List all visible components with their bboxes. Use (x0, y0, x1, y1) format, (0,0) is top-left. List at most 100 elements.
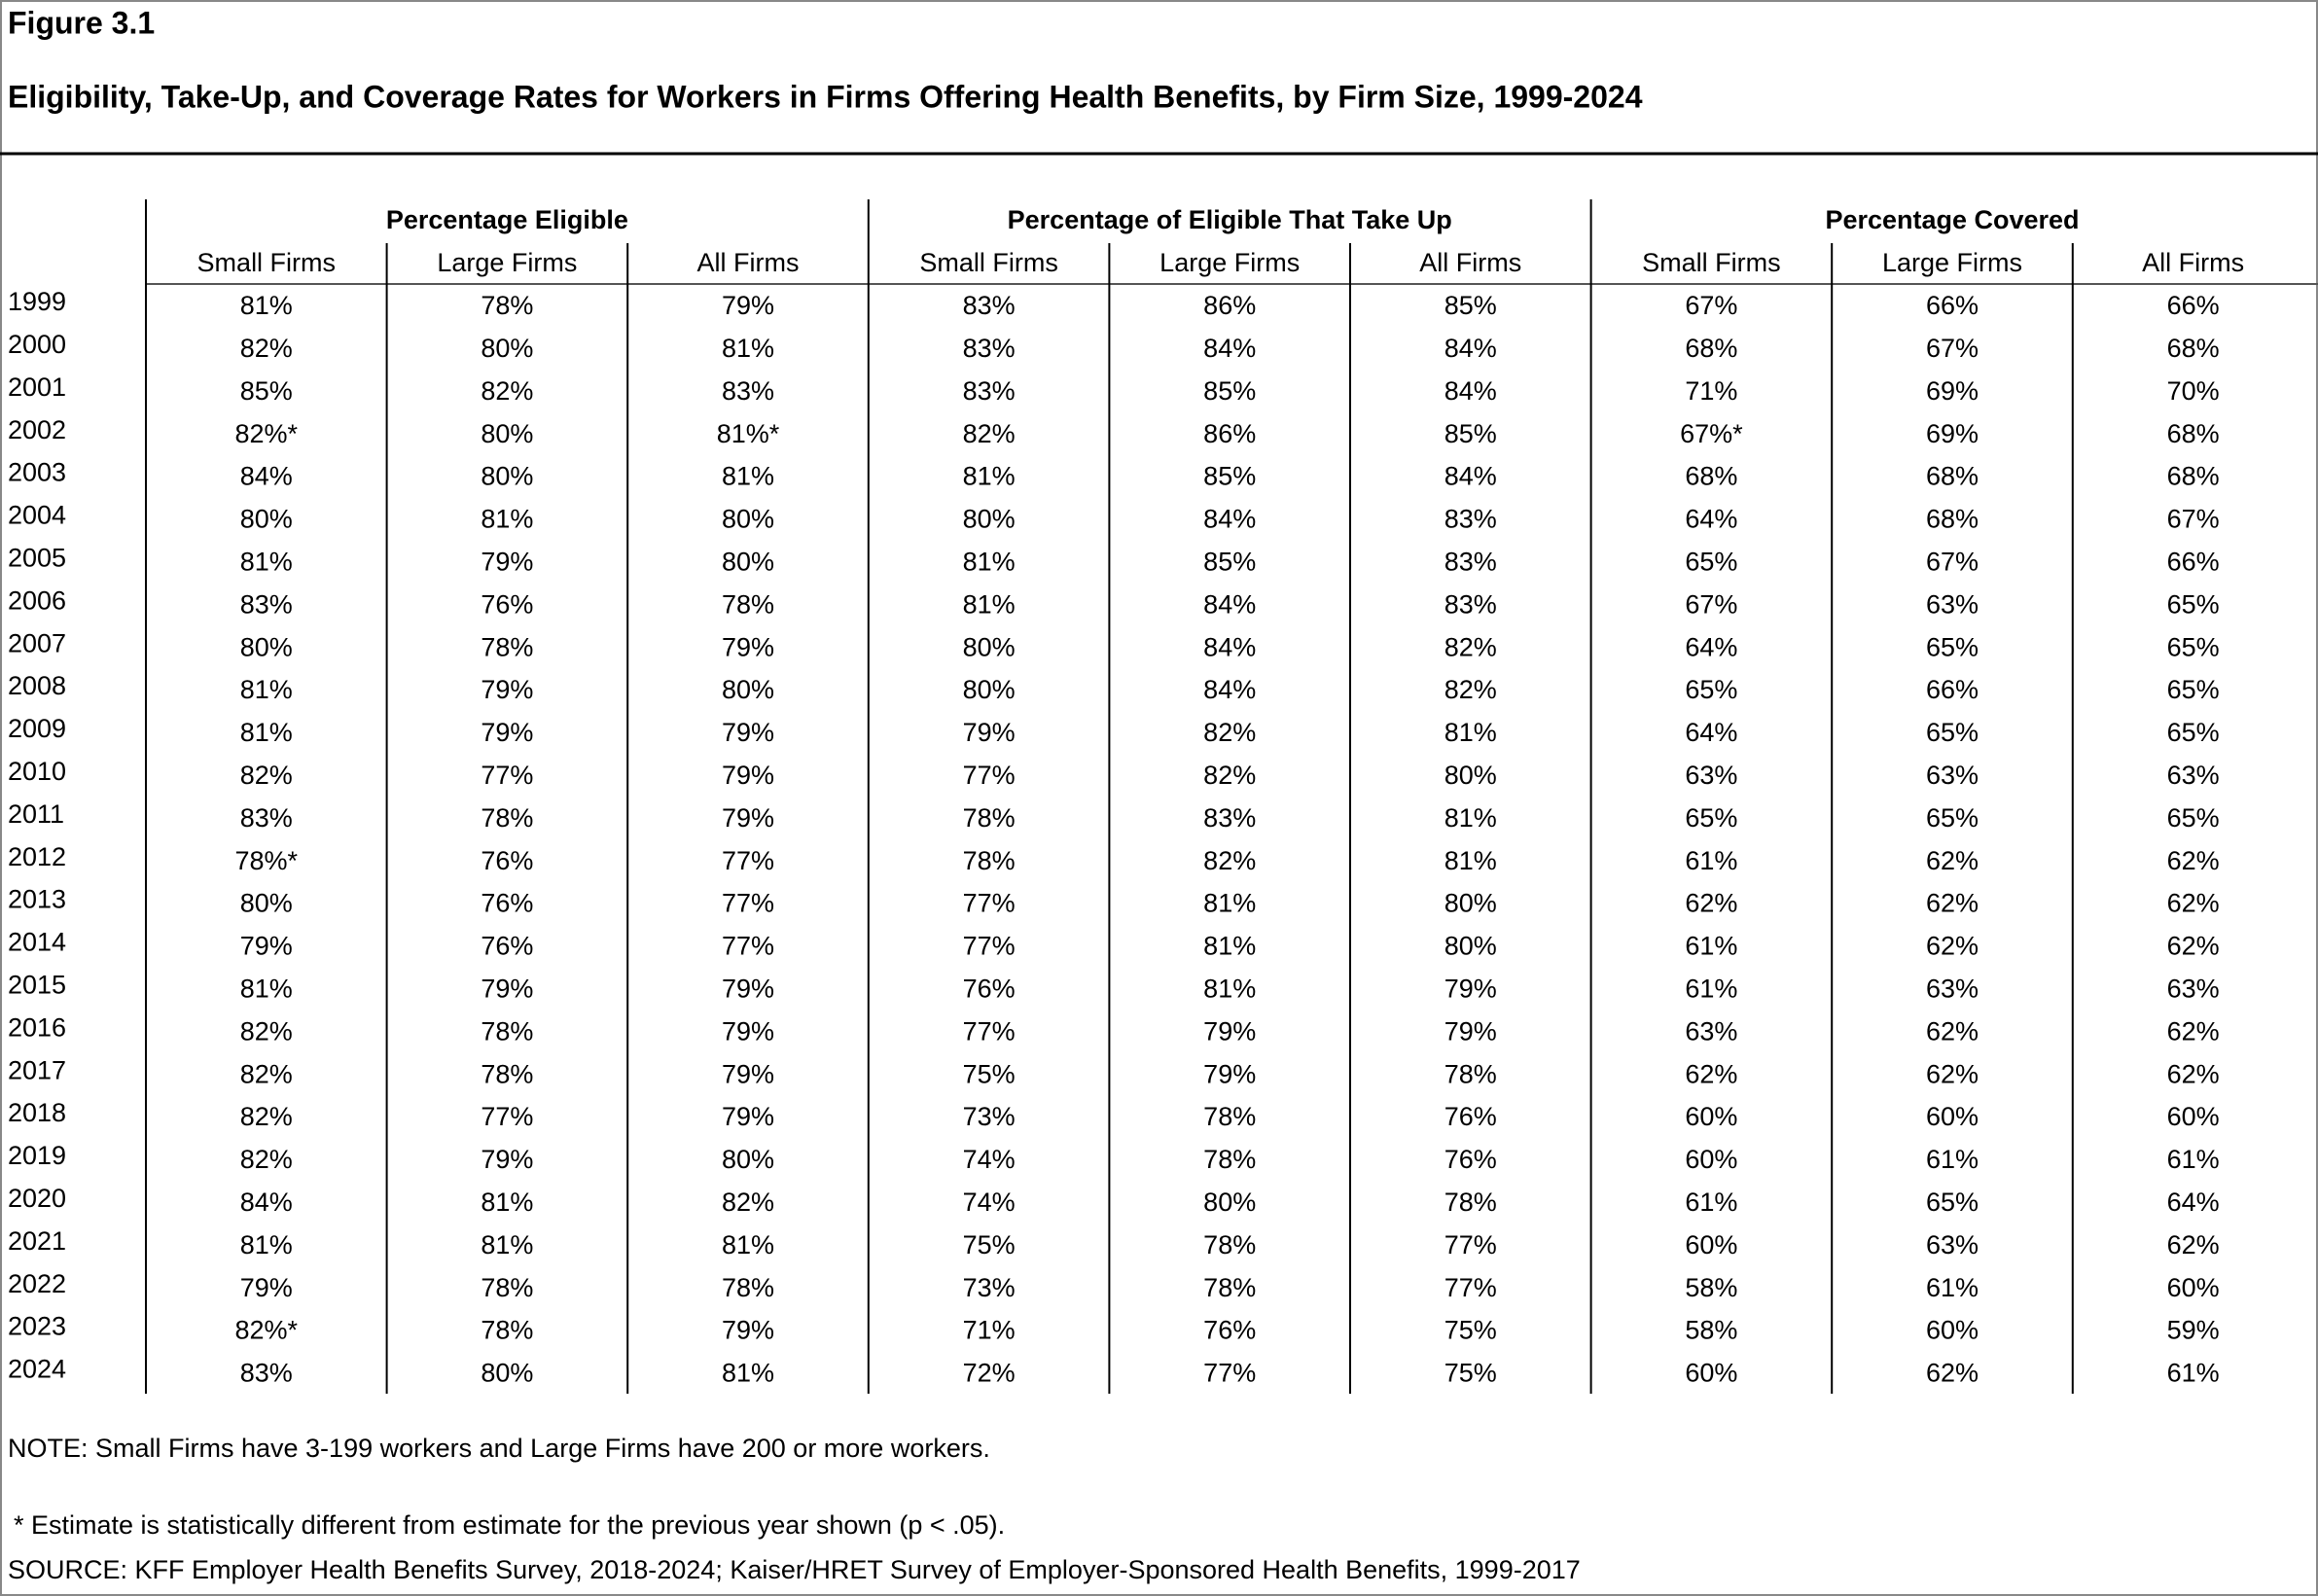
column-header: All Firms (2142, 248, 2244, 277)
cell: 81% (1203, 975, 1256, 1004)
cell: 86% (1203, 291, 1256, 320)
cell: 73% (963, 1273, 1016, 1302)
cell: 81% (240, 291, 293, 320)
cell: 61% (1685, 1188, 1737, 1217)
cell: 75% (1444, 1359, 1497, 1388)
cell: 62% (2167, 932, 2220, 961)
cell: 65% (1685, 803, 1737, 833)
cell: 79% (722, 1102, 774, 1131)
cell: 66% (2167, 548, 2220, 577)
cell: 78% (481, 1059, 533, 1088)
cell: 80% (722, 675, 774, 704)
row-year: 2019 (8, 1141, 66, 1170)
cell: 79% (722, 1059, 774, 1088)
cell: 76% (963, 975, 1016, 1004)
cell: 60% (1926, 1102, 1979, 1131)
cell: 69% (1926, 376, 1979, 406)
cell: 79% (481, 548, 533, 577)
column-header: Large Firms (1882, 248, 2022, 277)
cell: 82% (963, 419, 1016, 448)
cell: 65% (2167, 718, 2220, 747)
cell: 78% (963, 846, 1016, 875)
cell: 77% (722, 932, 774, 961)
cell: 77% (481, 761, 533, 790)
cell: 78% (1203, 1230, 1256, 1259)
row-year: 2017 (8, 1055, 66, 1084)
cell: 60% (1685, 1359, 1737, 1388)
cell: 78% (722, 589, 774, 619)
cell: 62% (1926, 932, 1979, 961)
cell: 62% (1685, 889, 1737, 918)
cell: 61% (1685, 932, 1737, 961)
cell: 78%* (235, 846, 299, 875)
cell: 84% (1444, 334, 1497, 363)
cell: 82% (240, 334, 293, 363)
cell: 62% (1926, 1359, 1979, 1388)
cell: 81% (963, 589, 1016, 619)
cell: 82% (240, 1059, 293, 1088)
cell: 62% (1926, 889, 1979, 918)
column-header: Large Firms (437, 248, 577, 277)
column-header: Small Firms (919, 248, 1058, 277)
cell: 76% (481, 889, 533, 918)
cell: 63% (1926, 589, 1979, 619)
cell: 84% (1203, 632, 1256, 661)
cell: 83% (722, 376, 774, 406)
cell: 60% (1685, 1102, 1737, 1131)
cell: 84% (1444, 462, 1497, 491)
cell: 82% (1203, 846, 1256, 875)
cell: 83% (1203, 803, 1256, 833)
cell: 67% (1926, 334, 1979, 363)
cell: 82% (240, 1016, 293, 1046)
cell: 68% (2167, 419, 2220, 448)
cell: 64% (1685, 505, 1737, 534)
cell: 81% (963, 548, 1016, 577)
cell: 61% (2167, 1359, 2220, 1388)
cell: 63% (1926, 1230, 1979, 1259)
cell: 68% (2167, 462, 2220, 491)
cell: 81% (481, 505, 533, 534)
row-year: 2007 (8, 628, 66, 657)
cell: 65% (1926, 1188, 1979, 1217)
row-year: 2008 (8, 671, 66, 700)
cell: 82% (1444, 632, 1497, 661)
cell: 81% (1444, 846, 1497, 875)
cell: 81% (722, 1230, 774, 1259)
cell: 61% (1685, 846, 1737, 875)
cell: 67% (2167, 505, 2220, 534)
cell: 81% (963, 462, 1016, 491)
cell: 76% (1203, 1316, 1256, 1345)
row-year: 2015 (8, 971, 66, 1000)
cell: 76% (481, 589, 533, 619)
cell: 80% (1203, 1188, 1256, 1217)
row-year: 2016 (8, 1012, 66, 1042)
cell: 67% (1685, 589, 1737, 619)
cell: 74% (963, 1188, 1016, 1217)
row-year: 2004 (8, 501, 66, 530)
cell: 77% (1444, 1230, 1497, 1259)
cell: 79% (481, 975, 533, 1004)
cell: 83% (240, 589, 293, 619)
title: Eligibility, Take-Up, and Coverage Rates… (8, 79, 1643, 114)
row-year: 2002 (8, 415, 66, 444)
cell: 77% (963, 761, 1016, 790)
cell: 81% (1203, 932, 1256, 961)
cell: 83% (963, 291, 1016, 320)
row-year: 2022 (8, 1269, 66, 1298)
cell: 81% (240, 675, 293, 704)
cell: 67% (1685, 291, 1737, 320)
cell: 80% (722, 505, 774, 534)
cell: 72% (963, 1359, 1016, 1388)
cell: 83% (1444, 505, 1497, 534)
cell: 62% (2167, 1016, 2220, 1046)
row-year: 2000 (8, 330, 66, 359)
cell: 68% (1926, 462, 1979, 491)
column-header: Small Firms (1642, 248, 1781, 277)
cell: 65% (1685, 675, 1737, 704)
cell: 78% (481, 1273, 533, 1302)
cell: 80% (963, 632, 1016, 661)
cell: 85% (1203, 462, 1256, 491)
cell: 82% (722, 1188, 774, 1217)
cell: 82% (1444, 675, 1497, 704)
